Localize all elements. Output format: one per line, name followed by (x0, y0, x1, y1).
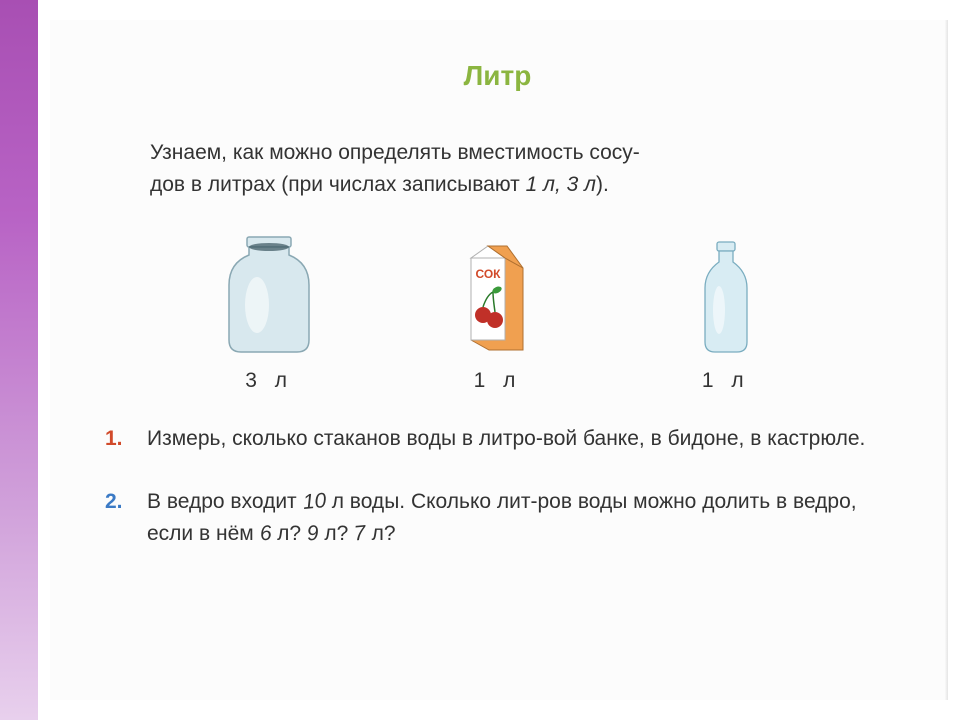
purple-gradient-sidebar (0, 0, 38, 720)
problem-number: 2. (105, 486, 131, 551)
p2-n10: 10 (301, 485, 327, 519)
intro-line2a: дов в литрах (при числах записывают (150, 173, 526, 196)
container-label: 1 л (474, 369, 522, 393)
problem-2: 2. В ведро входит 10 л воды. Сколько лит… (105, 486, 890, 551)
p2-n9: 9 (305, 518, 319, 551)
p2-l7: л? (366, 522, 396, 545)
intro-line2c: ). (596, 173, 609, 196)
problem-1: 1. Измерь, сколько стаканов воды в литро… (105, 423, 890, 456)
intro-line1: Узнаем, как можно определять вместимость… (150, 141, 640, 164)
intro-paragraph: Узнаем, как можно определять вместимость… (105, 137, 890, 200)
bottle-icon (691, 240, 761, 355)
juice-label-text: СОК (476, 267, 502, 281)
problem-number: 1. (105, 423, 131, 456)
page-content: Литр Узнаем, как можно определять вмести… (50, 20, 945, 700)
intro-inline-italic: 1 л, 3 л (526, 173, 596, 196)
juice-box-icon: СОК (457, 240, 537, 355)
container-bottle: 1 л (656, 240, 796, 393)
p2-n7: 7 (353, 518, 367, 551)
container-label: 1 л (702, 369, 750, 393)
jar-large-icon (219, 235, 319, 355)
p2-n6: 6 (258, 518, 272, 551)
p2-l6: л? (271, 522, 307, 545)
container-juice-box: СОК 1 л (427, 240, 567, 393)
container-jar-large: 3 л (199, 235, 339, 393)
page-title: Литр (105, 60, 890, 92)
problem-text: Измерь, сколько стаканов воды в литро-во… (147, 423, 890, 456)
containers-row: 3 л СОК 1 л 1 л (105, 235, 890, 393)
p2-a: В ведро входит (147, 490, 303, 513)
problem-text: В ведро входит 10 л воды. Сколько лит-ро… (147, 486, 890, 551)
container-label: 3 л (245, 369, 293, 393)
p2-l9: л? (319, 522, 355, 545)
